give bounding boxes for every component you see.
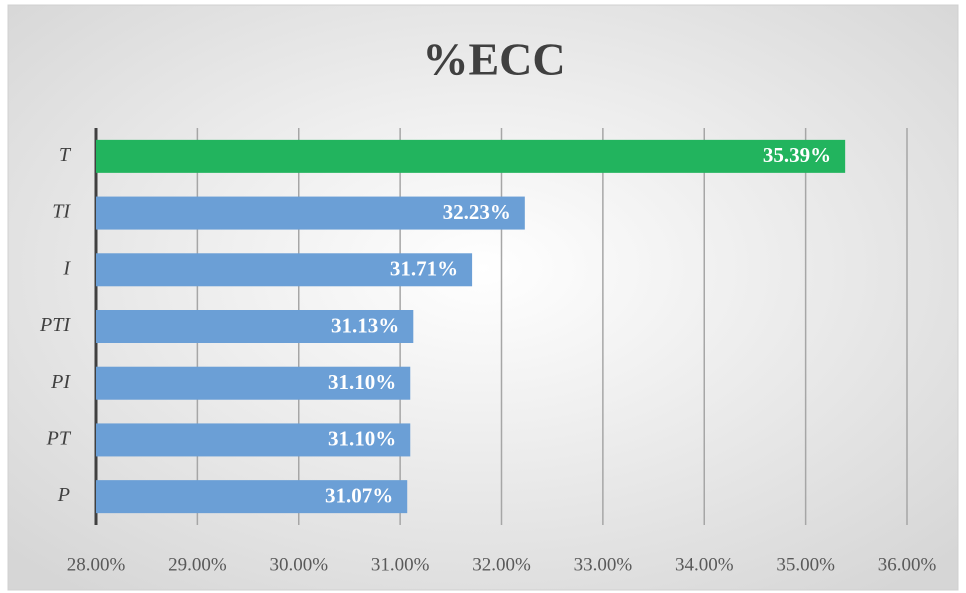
x-tick-label: 34.00%: [675, 554, 734, 575]
data-label: 31.71%: [390, 257, 458, 281]
bar: [96, 366, 411, 400]
data-label: 31.10%: [328, 370, 396, 394]
y-tick-label: TI: [52, 201, 71, 223]
x-tick-label: 36.00%: [878, 554, 937, 575]
data-label: 32.23%: [443, 200, 511, 224]
y-tick-label: P: [57, 484, 70, 506]
bar: [96, 196, 525, 230]
x-tick-label: 28.00%: [67, 554, 126, 575]
x-tick-label: 32.00%: [472, 554, 531, 575]
bar: [96, 139, 846, 173]
bar: [96, 253, 473, 287]
x-tick-label: 30.00%: [269, 554, 328, 575]
data-label: 31.13%: [331, 313, 399, 337]
y-tick-label: PI: [50, 371, 71, 393]
y-tick-label: PTI: [39, 314, 71, 336]
chart-title: %ECC: [422, 34, 565, 85]
data-label: 35.39%: [763, 143, 831, 167]
bar: [96, 480, 408, 514]
bars: T 35.39% TI 32.23% I 31.71% PTI 31.13% PI 31.10% P…: [39, 139, 846, 514]
x-tick-label: 35.00%: [776, 554, 835, 575]
data-label: 31.10%: [328, 427, 396, 451]
x-tick-label: 33.00%: [574, 554, 633, 575]
y-tick-label: PT: [46, 428, 72, 450]
y-tick-label: T: [59, 144, 72, 166]
y-tick-label: I: [62, 257, 71, 279]
data-label: 31.07%: [325, 483, 393, 507]
x-tick-label: 31.00%: [371, 554, 430, 575]
x-tick-label: 29.00%: [168, 554, 227, 575]
bar: [96, 310, 414, 343]
bar: [96, 423, 411, 457]
